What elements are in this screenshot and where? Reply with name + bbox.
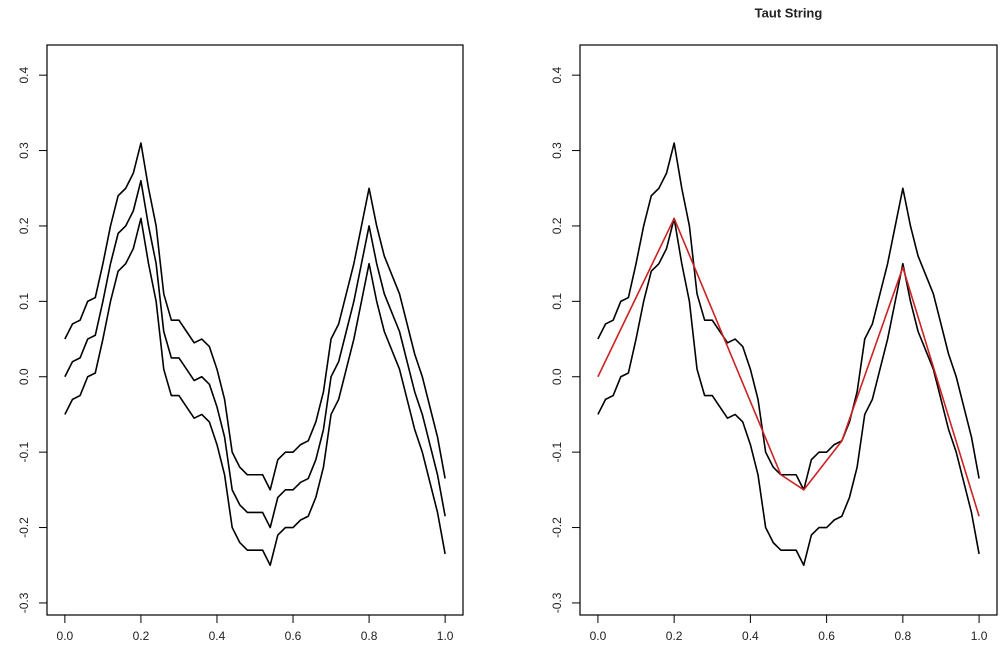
line xyxy=(597,142,980,491)
x-tick-label: 1.0 xyxy=(437,629,454,643)
x-tick-label: 0.4 xyxy=(742,629,759,643)
y-tick-label: 0.3 xyxy=(550,142,564,159)
x-tick-label: 0.2 xyxy=(666,629,683,643)
plot-frame xyxy=(579,44,998,616)
y-tick-label: 0.1 xyxy=(17,293,31,310)
y-tick-label: 0.0 xyxy=(550,368,564,385)
y-tick-label: 0.1 xyxy=(550,293,564,310)
y-tick-label: -0.2 xyxy=(17,517,31,538)
line xyxy=(64,142,446,491)
y-tick-label: 0.0 xyxy=(17,368,31,385)
x-tick-label: 0.4 xyxy=(209,629,226,643)
y-tick-label: 0.2 xyxy=(550,217,564,234)
x-tick-label: 0.0 xyxy=(590,629,607,643)
chart-title: Taut String xyxy=(755,5,823,20)
line xyxy=(597,217,980,517)
line xyxy=(64,179,446,529)
x-tick-label: 0.6 xyxy=(285,629,302,643)
y-tick-label: -0.1 xyxy=(17,441,31,462)
y-tick-label: 0.2 xyxy=(17,217,31,234)
x-tick-label: 0.0 xyxy=(57,629,74,643)
y-tick-label: 0.4 xyxy=(550,66,564,83)
x-tick-label: 0.8 xyxy=(895,629,912,643)
x-tick-label: 0.8 xyxy=(361,629,378,643)
y-tick-label: 0.4 xyxy=(17,66,31,83)
y-tick-label: -0.3 xyxy=(17,592,31,613)
y-tick-label: -0.1 xyxy=(550,441,564,462)
line xyxy=(64,217,446,567)
y-tick-label: -0.2 xyxy=(550,517,564,538)
x-tick-label: 0.6 xyxy=(818,629,835,643)
x-tick-label: 1.0 xyxy=(971,629,988,643)
y-tick-label: 0.3 xyxy=(17,142,31,159)
y-tick-label: -0.3 xyxy=(550,592,564,613)
x-tick-label: 0.2 xyxy=(133,629,150,643)
line xyxy=(597,217,980,567)
plot-frame xyxy=(46,44,464,616)
